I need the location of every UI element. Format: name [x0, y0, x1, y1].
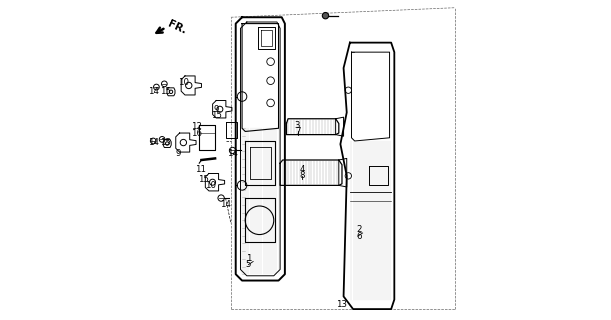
Text: 10: 10	[205, 181, 216, 190]
Text: 11: 11	[195, 165, 206, 174]
Text: 13: 13	[337, 300, 348, 309]
Text: FR.: FR.	[166, 19, 188, 36]
Text: 9: 9	[213, 105, 219, 114]
Text: 12: 12	[191, 122, 202, 131]
Circle shape	[323, 12, 329, 19]
Text: 15: 15	[211, 111, 222, 120]
Text: 14: 14	[220, 200, 231, 209]
Text: 15: 15	[198, 174, 209, 184]
Text: 16: 16	[191, 129, 202, 138]
Text: 5: 5	[246, 260, 251, 269]
Text: 6: 6	[357, 232, 362, 241]
Text: 4: 4	[299, 165, 305, 174]
Text: 3: 3	[295, 121, 301, 130]
Text: 15: 15	[160, 138, 171, 147]
Text: 7: 7	[295, 127, 301, 136]
Text: 14: 14	[148, 87, 159, 96]
Text: 14: 14	[227, 149, 238, 158]
Text: 8: 8	[299, 172, 305, 180]
Text: 14: 14	[148, 138, 159, 147]
Text: 2: 2	[357, 225, 362, 234]
Text: 9: 9	[175, 149, 181, 158]
Text: 1: 1	[246, 254, 251, 263]
Text: 15: 15	[160, 87, 171, 96]
Text: 10: 10	[178, 78, 189, 87]
